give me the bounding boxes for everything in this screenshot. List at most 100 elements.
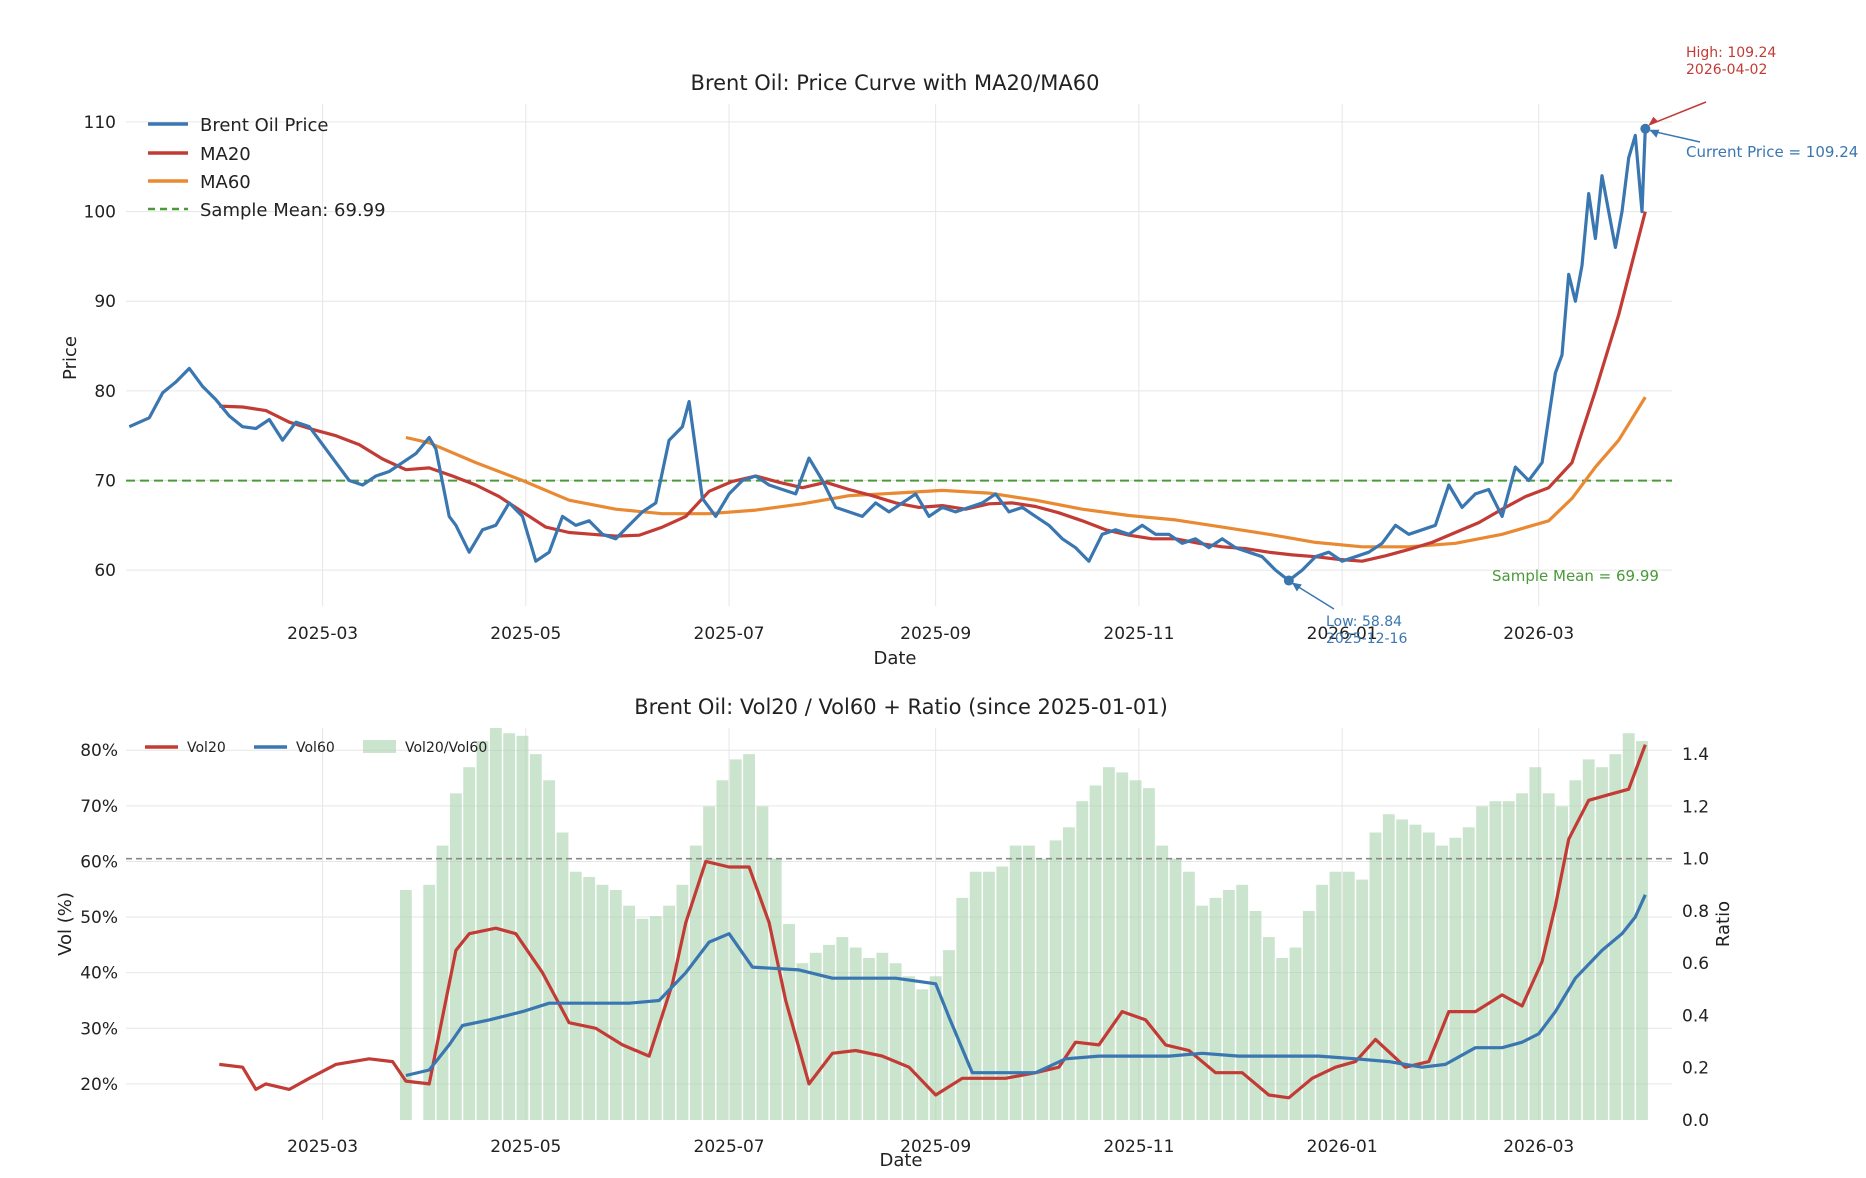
ratio-bar [809,952,822,1120]
legend-label-vol20: Vol20 [187,740,226,756]
ratio-bar [1142,788,1155,1120]
price-y-axis-label: Price [60,336,81,380]
price-y-tick-label: 70 [94,472,116,492]
ratio-bar [956,897,969,1120]
ratio-bar [516,735,529,1120]
low-annotation: Low: 58.84 2025-12-16 [1292,582,1407,647]
price-x-tick-label: 2025-11 [1103,624,1174,644]
vol-y-tick-label: 80% [80,741,118,761]
ratio-bar [849,947,862,1120]
high-label: High: 109.24 [1686,45,1776,61]
ratio-bar [436,845,449,1120]
vol20-line [219,744,1647,1100]
ratio-bar [423,884,436,1120]
ratio-bar [1342,871,1355,1120]
price-chart-title: Brent Oil: Price Curve with MA20/MA60 [691,71,1100,95]
ratio-bar [1009,845,1022,1120]
price-series-group [128,116,1660,592]
ratio-bar [1609,754,1622,1120]
vol-y-tick-labels: 20% 30% 40% 50% 60% 70% 80% [80,741,118,1095]
ma60-line [405,396,1647,549]
brent-oil-price-line [128,128,1647,583]
low-date: 2025-12-16 [1326,631,1407,647]
current-price-arrow [1650,130,1701,143]
ratio-bar [489,728,502,1120]
legend-label-mean: Sample Mean: 69.99 [200,200,386,221]
ratio-bar [1449,837,1462,1120]
vol-chart-title: Brent Oil: Vol20 / Vol60 + Ratio (since … [634,695,1168,719]
ratio-bar [1369,832,1382,1120]
current-price-annotation: Current Price = 109.24 [1650,130,1858,161]
ratio-bar [836,937,849,1120]
ratio-bar [889,963,902,1120]
legend-label-vol60: Vol60 [296,740,335,756]
ratio-bar [996,866,1009,1120]
ratio-bar [556,832,569,1120]
high-date: 2026-04-02 [1686,62,1767,78]
ratio-bar [689,845,702,1120]
ratio-bar [1436,845,1449,1120]
ratio-bar [703,806,715,1120]
high-annotation: High: 109.24 2026-04-02 [1649,45,1776,126]
ratio-bar [1596,767,1608,1120]
price-x-tick-label: 2025-05 [490,624,561,644]
ratio-bar [769,858,782,1120]
ratio-bar [1356,879,1369,1120]
vol-x-tick-label: 2026-01 [1307,1137,1378,1157]
ratio-bar [1556,806,1568,1120]
ratio-bar [969,871,982,1120]
ratio-bar [823,944,835,1120]
ratio-bar [503,733,516,1120]
ratio-y-tick-label: 0.0 [1682,1111,1709,1131]
vol-x-axis-label: Date [879,1150,922,1171]
ratio-bar [1422,832,1435,1120]
high-arrow [1649,101,1707,126]
legend-label-ratio: Vol20/Vol60 [405,740,487,756]
vol-y-tick-label: 20% [80,1075,118,1095]
ratio-bar [1476,806,1488,1120]
price-panel: Brent Oil: Price Curve with MA20/MA60 60… [60,45,1858,669]
ratio-bar [1462,827,1475,1120]
vol-y-tick-label: 50% [80,908,118,928]
ratio-bar [796,963,809,1120]
ratio-bar [1076,801,1089,1120]
ratio-bar [1289,947,1302,1120]
ratio-bar [1516,793,1528,1120]
ratio-bar [1156,845,1169,1120]
ratio-bar [1036,858,1049,1120]
low-marker [1283,575,1294,586]
ratio-bar [1196,905,1209,1120]
ratio-bar [1236,884,1249,1120]
price-x-tick-label: 2026-03 [1503,624,1574,644]
vol-x-tick-label: 2026-03 [1503,1137,1574,1157]
ratio-bar [929,976,942,1120]
ratio-y-tick-label: 1.2 [1682,797,1709,817]
ratio-bar [676,884,689,1120]
ratio-bar [529,754,542,1120]
ratio-bar [1502,801,1515,1120]
ratio-bar [623,905,636,1120]
ratio-y-tick-label: 0.8 [1682,902,1709,922]
legend-label-price: Brent Oil Price [200,115,328,136]
ratio-bar [1409,824,1422,1120]
ratio-bar [609,890,622,1120]
ratio-bar [1489,801,1502,1120]
price-y-tick-label: 90 [94,292,116,312]
ratio-bar [1182,871,1195,1120]
low-label: Low: 58.84 [1326,614,1402,630]
ratio-bar [729,759,742,1120]
ratio-bar [1276,957,1289,1120]
ratio-bar [1529,767,1542,1120]
ratio-y-tick-labels: 0.0 0.2 0.4 0.6 0.8 1.0 1.2 1.4 [1682,745,1709,1131]
vol-legend: Vol20 Vol60 Vol20/Vol60 [145,740,487,756]
ratio-bar [636,918,649,1120]
vol-x-tick-labels: 2025-03 2025-05 2025-07 2025-09 2025-11 2026-… [287,1137,1574,1157]
ratio-y-axis-label: Ratio [1713,901,1734,947]
ratio-bar [716,780,729,1120]
ratio-bar [1209,897,1222,1120]
ratio-bar [663,905,676,1120]
ratio-bar [903,976,915,1120]
vol-y-tick-label: 40% [80,964,118,984]
ratio-bar [1329,871,1342,1120]
